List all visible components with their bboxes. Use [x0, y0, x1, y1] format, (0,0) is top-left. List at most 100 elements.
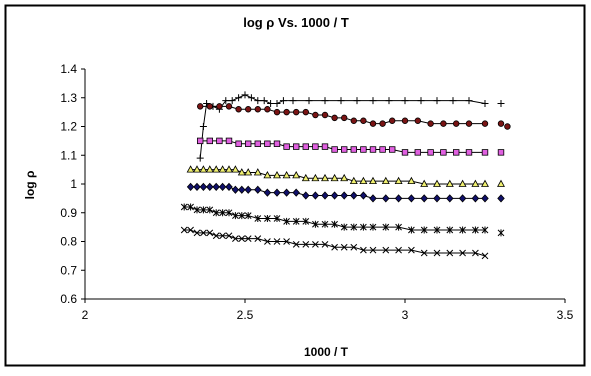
data-point	[244, 140, 252, 147]
x-mark-b	[382, 246, 390, 254]
series-5	[186, 182, 505, 203]
data-point	[385, 97, 393, 105]
y-tick-label: 1	[70, 177, 77, 191]
data-point	[311, 173, 320, 182]
data-point	[225, 103, 233, 110]
data-point	[350, 243, 358, 251]
data-point	[340, 173, 349, 182]
data-point	[264, 140, 271, 147]
x-mark-b	[331, 243, 338, 251]
data-point	[289, 97, 297, 105]
data-point	[283, 108, 290, 116]
data-point	[247, 94, 255, 102]
data-point	[369, 146, 377, 153]
data-point	[340, 146, 348, 153]
x-mark-b	[219, 232, 226, 240]
data-point	[369, 246, 377, 254]
data-point	[292, 217, 300, 225]
data-point	[459, 226, 466, 234]
data-point	[302, 241, 310, 248]
data-point	[273, 100, 281, 107]
x-mark-b	[212, 232, 220, 240]
data-point	[193, 182, 201, 191]
data-point	[337, 97, 345, 105]
data-point	[235, 106, 242, 113]
data-point	[459, 249, 466, 257]
data-point	[186, 165, 195, 173]
data-point	[219, 209, 226, 217]
data-point	[206, 182, 214, 191]
data-point	[312, 143, 319, 150]
data-point	[453, 120, 460, 127]
data-point	[497, 100, 505, 107]
x-axis-label: 1000 / T	[304, 345, 349, 359]
data-point	[481, 120, 489, 127]
x-mark-b	[459, 249, 466, 257]
data-point	[212, 209, 220, 217]
data-point	[225, 182, 233, 191]
data-point	[321, 220, 329, 228]
data-point	[471, 194, 480, 203]
data-point	[360, 117, 367, 124]
x-mark-b	[395, 246, 402, 254]
data-point	[228, 97, 236, 105]
data-point	[260, 97, 268, 105]
x-mark-b	[481, 252, 489, 260]
data-point	[340, 191, 348, 200]
x-mark-b	[244, 235, 252, 242]
series-line	[200, 105, 485, 125]
data-point	[420, 226, 428, 234]
data-point	[199, 182, 208, 191]
data-point	[312, 241, 319, 248]
data-point	[267, 100, 275, 107]
data-point	[273, 238, 281, 245]
series-4	[186, 165, 505, 187]
data-point	[401, 97, 409, 105]
data-point	[471, 179, 480, 187]
data-point	[305, 97, 313, 105]
data-point	[301, 173, 310, 182]
series-3	[196, 137, 505, 156]
x-mark-b	[433, 249, 441, 257]
data-point	[241, 91, 249, 99]
data-point	[321, 143, 329, 150]
data-point	[235, 140, 242, 147]
data-point	[254, 97, 262, 105]
data-point	[219, 232, 226, 240]
data-point	[283, 217, 290, 225]
data-point	[465, 120, 473, 127]
data-point	[282, 171, 291, 179]
data-point	[472, 249, 479, 257]
data-point	[273, 140, 281, 147]
data-point	[321, 111, 329, 119]
x-mark-b	[446, 249, 454, 257]
data-point	[379, 146, 386, 153]
data-point	[302, 217, 310, 225]
x-mark-b	[302, 241, 310, 248]
x-mark-b	[321, 241, 329, 248]
data-point	[458, 194, 467, 203]
x-mark-b	[312, 241, 319, 248]
data-point	[446, 249, 454, 257]
data-point	[433, 194, 441, 203]
data-point	[273, 171, 281, 179]
data-point	[433, 226, 441, 234]
data-point	[232, 235, 239, 242]
data-point	[254, 235, 262, 242]
data-point	[472, 226, 479, 234]
data-point	[282, 188, 291, 197]
data-point	[369, 97, 377, 105]
series-7	[180, 226, 489, 260]
data-point	[331, 114, 338, 122]
data-point	[350, 191, 358, 200]
data-point	[206, 137, 213, 145]
series-6	[180, 203, 505, 237]
data-point	[497, 179, 505, 187]
y-tick-label: 0.8	[60, 235, 77, 249]
data-point	[340, 243, 348, 251]
data-point	[417, 97, 425, 105]
data-point	[244, 235, 252, 242]
data-point	[388, 146, 396, 153]
data-point	[401, 117, 409, 124]
